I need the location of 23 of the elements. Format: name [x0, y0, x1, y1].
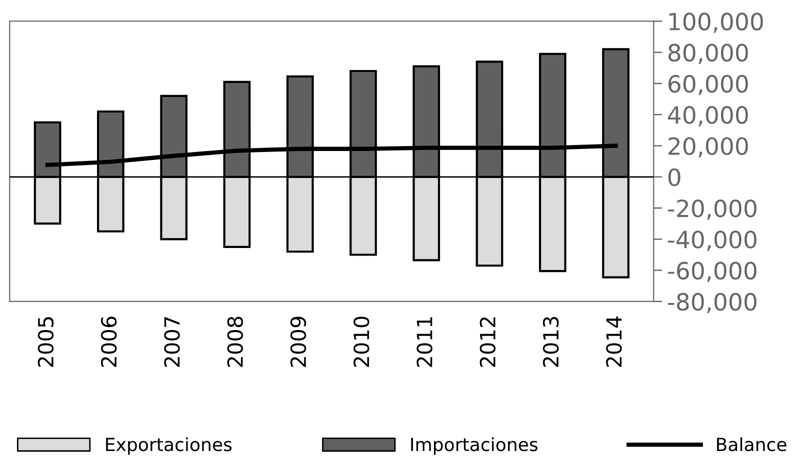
- y-tick-label: -60,000: [668, 262, 756, 282]
- legend-label: Balance: [717, 437, 786, 452]
- y-tick-label: 60,000: [668, 74, 748, 96]
- x-tick-label: 2013: [542, 317, 559, 367]
- y-tick-label: 20,000: [668, 137, 748, 158]
- legend-label: Importaciones: [411, 437, 538, 455]
- x-tick-label: 2014: [606, 316, 622, 367]
- y-tick-label: -40,000: [668, 230, 756, 251]
- y-tick-label: 80,000: [668, 44, 748, 64]
- x-tick-label: 2011: [416, 317, 432, 367]
- y-tick-label: 0: [668, 168, 680, 186]
- y-tick-label: 40,000: [668, 106, 748, 126]
- x-tick-label: 2005: [38, 317, 54, 367]
- y-tick-label: 100,000: [669, 12, 763, 33]
- x-tick-label: 2007: [164, 317, 180, 367]
- x-tick-label: 2012: [480, 317, 496, 367]
- x-tick-label: 2009: [290, 316, 306, 367]
- x-tick-label: 2008: [227, 316, 243, 367]
- legend-label: Exportaciones: [106, 437, 232, 455]
- x-tick-label: 2010: [354, 316, 370, 367]
- y-tick-label: -80,000: [668, 292, 756, 314]
- y-tick-label: -20,000: [668, 199, 756, 220]
- x-tick-label: 2006: [100, 316, 117, 367]
